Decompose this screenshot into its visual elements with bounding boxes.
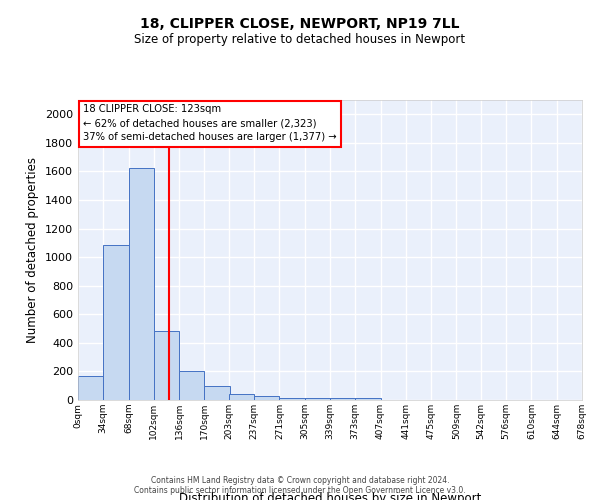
Bar (355, 398, 380, 400)
X-axis label: Distribution of detached houses by size in Newport: Distribution of detached houses by size … (179, 492, 481, 500)
Bar (205, 386, 230, 400)
Bar (179, 372, 205, 400)
Text: 18, CLIPPER CLOSE, NEWPORT, NP19 7LL: 18, CLIPPER CLOSE, NEWPORT, NP19 7LL (140, 18, 460, 32)
Bar (78, 376, 103, 400)
Bar (330, 398, 355, 400)
Y-axis label: Number of detached properties: Number of detached properties (26, 157, 40, 343)
Bar (154, 332, 179, 400)
Text: Size of property relative to detached houses in Newport: Size of property relative to detached ho… (134, 32, 466, 46)
Bar (254, 396, 280, 400)
Bar (128, 168, 154, 400)
Text: Contains HM Land Registry data © Crown copyright and database right 2024.: Contains HM Land Registry data © Crown c… (151, 476, 449, 485)
Bar (280, 398, 305, 400)
Bar (103, 245, 128, 400)
Bar (229, 394, 254, 400)
Text: 18 CLIPPER CLOSE: 123sqm
← 62% of detached houses are smaller (2,323)
37% of sem: 18 CLIPPER CLOSE: 123sqm ← 62% of detach… (83, 104, 337, 142)
Text: Contains public sector information licensed under the Open Government Licence v3: Contains public sector information licen… (134, 486, 466, 495)
Bar (305, 398, 330, 400)
